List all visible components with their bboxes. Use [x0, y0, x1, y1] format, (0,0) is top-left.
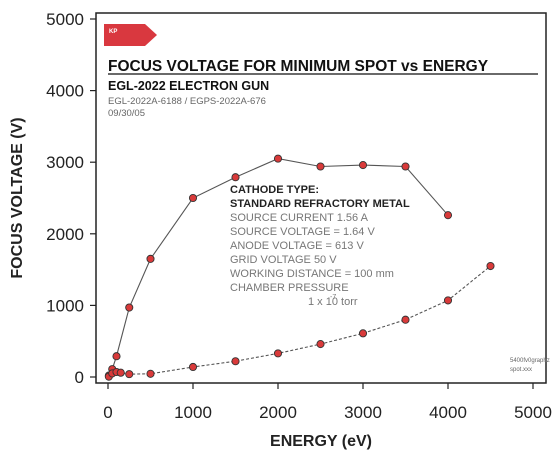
- data-point: [231, 357, 240, 366]
- x-tick-label: 3000: [344, 403, 382, 422]
- data-point: [401, 162, 410, 171]
- logo-text: KP: [109, 29, 117, 35]
- y-tick-label: 4000: [46, 82, 84, 101]
- data-point: [116, 368, 125, 377]
- data-point: [358, 329, 368, 338]
- company-logo: KP: [104, 24, 157, 46]
- x-tick-label: 1000: [174, 403, 212, 422]
- data-point: [188, 193, 198, 203]
- plot-frame: [95, 12, 547, 384]
- x-tick-label: 4000: [429, 403, 467, 422]
- x-axis-label: ENERGY (eV): [270, 433, 372, 450]
- chart-title: FOCUS VOLTAGE FOR MINIMUM SPOT vs ENERGY: [108, 58, 489, 75]
- y-axis-ticks: 0 1000 2000 3000 4000 5000: [46, 10, 96, 387]
- data-point: [231, 173, 240, 182]
- annotation-line-2: SOURCE VOLTAGE = 1.64 V: [230, 226, 375, 238]
- cathode-annotation: CATHODE TYPE: STANDARD REFRACTORY METAL …: [230, 184, 410, 308]
- series-layer: [104, 154, 495, 381]
- annotation-line-5: WORKING DISTANCE = 100 mm: [230, 268, 394, 280]
- logo-arrow: [104, 24, 157, 46]
- y-tick-label: 0: [75, 368, 84, 387]
- x-tick-label: 5000: [514, 403, 552, 422]
- annotation-line-7: 1 x 10 torr: [308, 296, 358, 308]
- data-point: [125, 303, 134, 312]
- data-point: [125, 370, 134, 379]
- annotation-line-1: SOURCE CURRENT 1.56 A: [230, 212, 369, 224]
- meta-line-1: EGL-2022A-6188 / EGPS-2022A-676: [108, 96, 266, 107]
- data-point: [443, 296, 453, 305]
- data-point: [188, 362, 198, 372]
- annotation-line-3: ANODE VOLTAGE = 613 V: [230, 240, 364, 252]
- meta-line-2: 09/30/05: [108, 108, 145, 119]
- series-line-2: [108, 265, 491, 378]
- corner-label-1: 5400fv0graphz: [510, 358, 550, 364]
- y-tick-label: 2000: [46, 225, 84, 244]
- data-point: [443, 211, 453, 220]
- data-point: [112, 352, 121, 361]
- annotation-line-4: GRID VOLTAGE 50 V: [230, 254, 337, 266]
- y-tick-label: 3000: [46, 153, 84, 172]
- data-point: [358, 161, 368, 170]
- data-point: [146, 369, 155, 378]
- data-point: [146, 254, 155, 263]
- y-tick-label: 5000: [46, 10, 84, 29]
- corner-label-2: spot.xxx: [510, 367, 532, 373]
- chart-subtitle: EGL-2022 ELECTRON GUN: [108, 79, 269, 93]
- annotation-line-6: CHAMBER PRESSURE: [230, 282, 349, 294]
- data-point: [316, 162, 325, 171]
- y-axis-label: FOCUS VOLTAGE (V): [9, 117, 26, 278]
- data-point: [273, 349, 283, 358]
- data-point: [316, 340, 325, 349]
- x-tick-label: 0: [103, 403, 112, 422]
- x-axis-ticks: 0 1000 2000 3000 4000 5000: [103, 383, 552, 422]
- data-point: [401, 315, 410, 324]
- data-point: [273, 154, 283, 163]
- data-point: [486, 261, 495, 271]
- x-tick-label: 2000: [259, 403, 297, 422]
- annotation-heading-1: CATHODE TYPE:: [230, 184, 319, 196]
- annotation-exponent: -7: [330, 294, 336, 301]
- y-tick-label: 1000: [46, 296, 84, 315]
- annotation-heading-2: STANDARD REFRACTORY METAL: [230, 198, 410, 210]
